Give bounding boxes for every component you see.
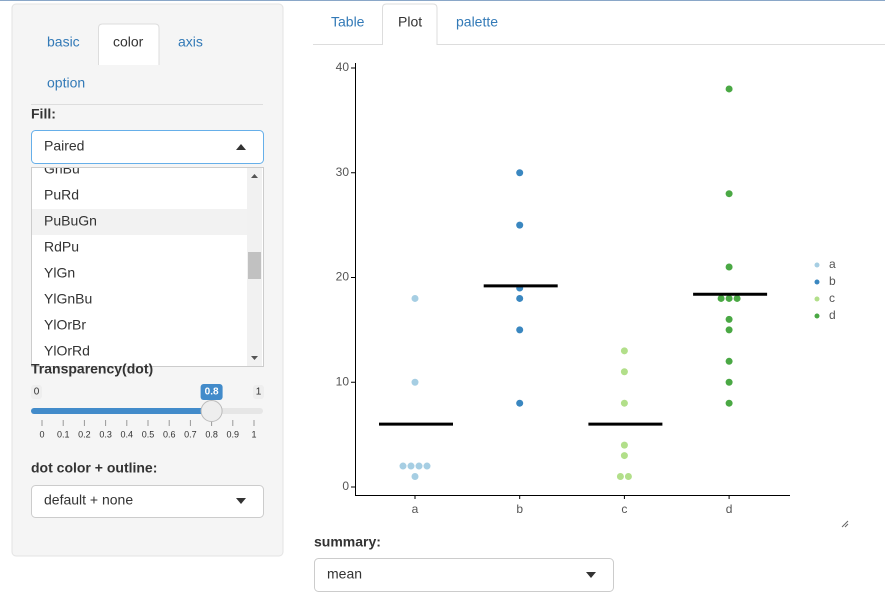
tab[interactable]: color: [113, 34, 144, 50]
dot: [726, 379, 733, 386]
x-tick-label: d: [726, 502, 733, 516]
legend-key: [815, 314, 820, 319]
dot: [718, 295, 725, 302]
tab[interactable]: option: [47, 75, 85, 91]
dot: [621, 400, 628, 407]
dot: [424, 463, 431, 470]
slider-tick-label: 0.4: [121, 429, 134, 439]
dot: [621, 347, 628, 354]
option[interactable]: YlOrRd: [44, 343, 90, 359]
option[interactable]: PuRd: [44, 187, 79, 203]
legend-key: [815, 297, 820, 302]
dot: [412, 473, 419, 480]
option[interactable]: YlGnBu: [44, 291, 92, 307]
tab[interactable]: Table: [331, 14, 365, 30]
x-tick-label: b: [516, 502, 523, 516]
tab[interactable]: basic: [47, 34, 80, 50]
y-tick-label: 20: [336, 270, 350, 284]
dot: [625, 473, 632, 480]
legend-key: [815, 280, 820, 285]
slider-fill: [31, 408, 212, 414]
legend-label: b: [829, 274, 836, 288]
summary-label: summary:: [314, 534, 381, 550]
slider-max: 1: [256, 387, 262, 398]
option[interactable]: RdPu: [44, 239, 79, 255]
dot: [726, 264, 733, 271]
dot: [621, 442, 628, 449]
tab[interactable]: axis: [178, 34, 203, 50]
slider-tick-label: 0.2: [78, 429, 91, 439]
dot: [400, 463, 407, 470]
plot: 010203040aabbccdd: [336, 60, 836, 516]
slider-tick-label: 0.1: [57, 429, 70, 439]
dot: [726, 295, 733, 302]
dot-value: default + none: [44, 492, 133, 508]
dot: [516, 222, 523, 229]
legend-label: a: [829, 257, 836, 271]
dot: [734, 295, 741, 302]
legend-label: d: [829, 308, 836, 322]
resize-handle[interactable]: [842, 521, 848, 527]
slider-value: 0.8: [205, 387, 219, 398]
dot: [617, 473, 624, 480]
dot: [416, 463, 423, 470]
slider-tick-label: 1: [251, 429, 256, 439]
slider-tick-label: 0.8: [205, 429, 218, 439]
slider-tick-label: 0.5: [142, 429, 155, 439]
y-tick-label: 30: [336, 165, 350, 179]
option[interactable]: YlGn: [44, 265, 75, 281]
slider-label: Transparency(dot): [31, 361, 153, 377]
dot: [516, 400, 523, 407]
dot: [412, 295, 419, 302]
dot: [412, 379, 419, 386]
dot: [621, 368, 628, 375]
dot: [516, 169, 523, 176]
app: Fill: Paired GnBuPuRdPuBuGnRdPuYlGnYlGnB…: [0, 0, 885, 616]
option[interactable]: PuBuGn: [44, 213, 97, 229]
slider-tick-label: 0.7: [184, 429, 197, 439]
tab[interactable]: Plot: [398, 14, 422, 30]
dot: [408, 463, 415, 470]
summary-value: mean: [327, 566, 362, 582]
slider-tick-label: 0: [39, 429, 44, 439]
slider-handle[interactable]: [201, 401, 222, 422]
dot: [726, 85, 733, 92]
fill-label: Fill:: [31, 106, 56, 122]
slider-tick-label: 0.3: [99, 429, 112, 439]
slider-tick-label: 0.9: [227, 429, 240, 439]
legend-key: [815, 263, 820, 268]
dot: [516, 295, 523, 302]
option[interactable]: YlOrBr: [44, 317, 86, 333]
dot: [621, 452, 628, 459]
y-tick-label: 0: [342, 479, 349, 493]
x-tick-label: a: [412, 502, 419, 516]
x-tick-label: c: [621, 502, 627, 516]
fill-value: Paired: [44, 138, 84, 154]
y-tick-label: 40: [336, 60, 350, 74]
dot: [726, 358, 733, 365]
page: Fill: Paired GnBuPuRdPuBuGnRdPuYlGnYlGnB…: [0, 0, 885, 616]
dot: [726, 400, 733, 407]
y-tick-label: 10: [336, 374, 350, 388]
slider-min: 0: [34, 387, 40, 398]
dot: [726, 316, 733, 323]
tab[interactable]: palette: [456, 14, 498, 30]
legend-label: c: [829, 291, 835, 305]
dot: [516, 326, 523, 333]
dot: [726, 326, 733, 333]
scroll-thumb[interactable]: [248, 252, 261, 279]
dot: [726, 190, 733, 197]
dot-label: dot color + outline:: [31, 460, 157, 476]
slider-tick-label: 0.6: [163, 429, 176, 439]
